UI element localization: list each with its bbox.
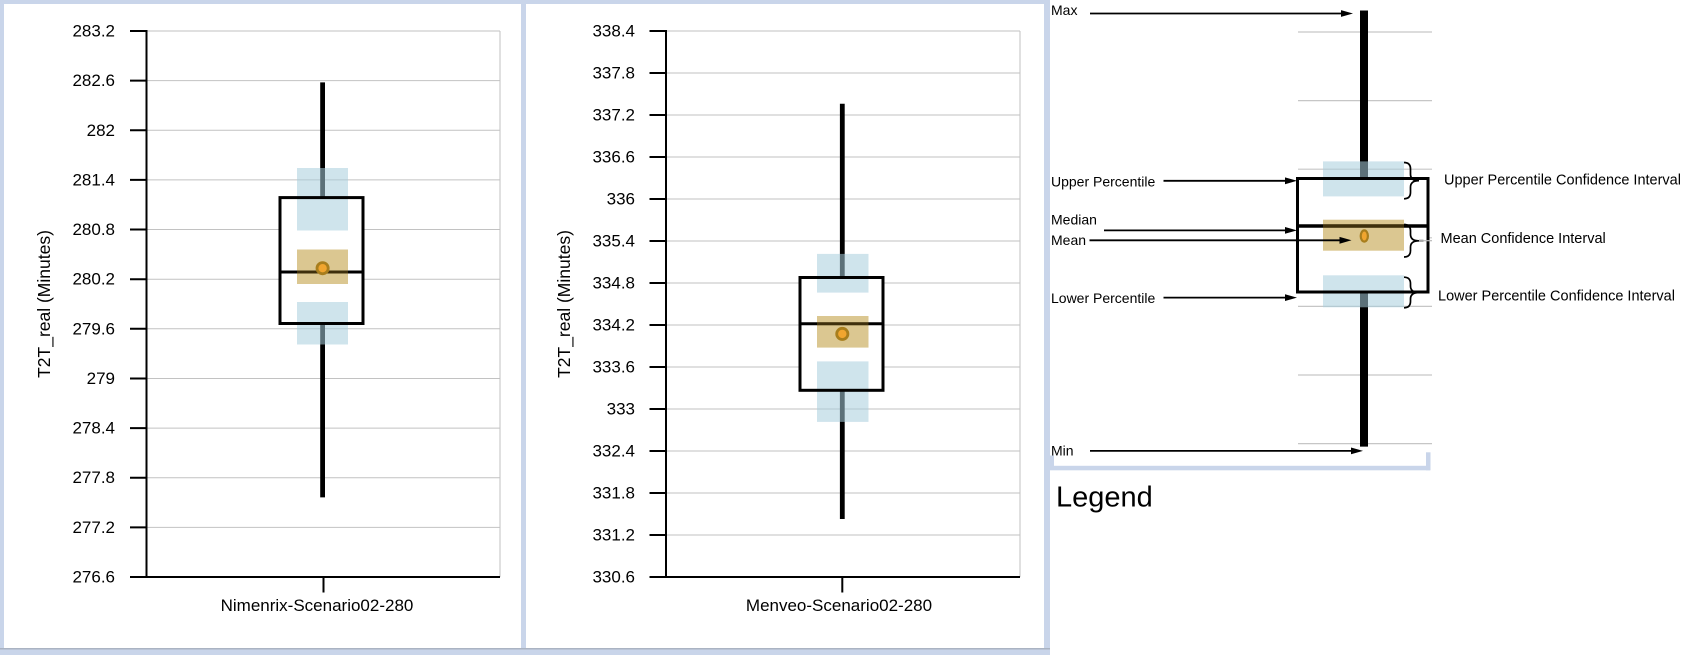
svg-text:334.8: 334.8 [592,274,635,293]
svg-text:279.6: 279.6 [72,319,115,338]
svg-text:Mean Confidence Interval: Mean Confidence Interval [1441,231,1606,247]
svg-text:Max: Max [1051,2,1077,18]
svg-text:332.4: 332.4 [592,442,635,461]
svg-text:282.6: 282.6 [72,71,115,90]
svg-text:276.6: 276.6 [72,568,115,587]
svg-text:336: 336 [607,190,635,209]
svg-text:Mean: Mean [1051,232,1086,248]
svg-text:330.6: 330.6 [592,568,635,587]
svg-text:338.4: 338.4 [592,22,635,41]
svg-text:336.6: 336.6 [592,148,635,167]
svg-text:Menveo-Scenario02-280: Menveo-Scenario02-280 [746,596,932,615]
svg-text:Lower Percentile: Lower Percentile [1051,290,1155,306]
svg-text:282: 282 [87,121,115,140]
svg-text:331.2: 331.2 [592,526,635,545]
svg-text:337.2: 337.2 [592,106,635,125]
svg-text:T2T_real (Minutes): T2T_real (Minutes) [34,230,55,378]
svg-text:Upper Percentile: Upper Percentile [1051,174,1155,190]
svg-text:337.8: 337.8 [592,64,635,83]
svg-text:Nimenrix-Scenario02-280: Nimenrix-Scenario02-280 [221,596,414,615]
svg-text:278.4: 278.4 [72,419,115,438]
svg-text:Min: Min [1051,442,1074,458]
svg-text:Legend: Legend [1056,482,1153,514]
svg-text:Lower Percentile Confidence In: Lower Percentile Confidence Interval [1438,289,1675,305]
svg-text:334.2: 334.2 [592,316,635,335]
svg-text:333.6: 333.6 [592,358,635,377]
svg-text:331.8: 331.8 [592,484,635,503]
svg-text:280.8: 280.8 [72,220,115,239]
svg-text:283.2: 283.2 [72,22,115,41]
svg-text:281.4: 281.4 [72,170,115,189]
svg-text:277.8: 277.8 [72,468,115,487]
svg-text:277.2: 277.2 [72,518,115,537]
svg-text:T2T_real (Minutes): T2T_real (Minutes) [554,230,575,378]
svg-text:333: 333 [607,400,635,419]
svg-text:Upper Percentile Confidence I: Upper Percentile Confidence Interval [1444,173,1681,189]
svg-text:Median: Median [1051,211,1097,227]
svg-text:335.4: 335.4 [592,232,635,251]
svg-text:279: 279 [87,369,115,388]
svg-text:280.2: 280.2 [72,270,115,289]
